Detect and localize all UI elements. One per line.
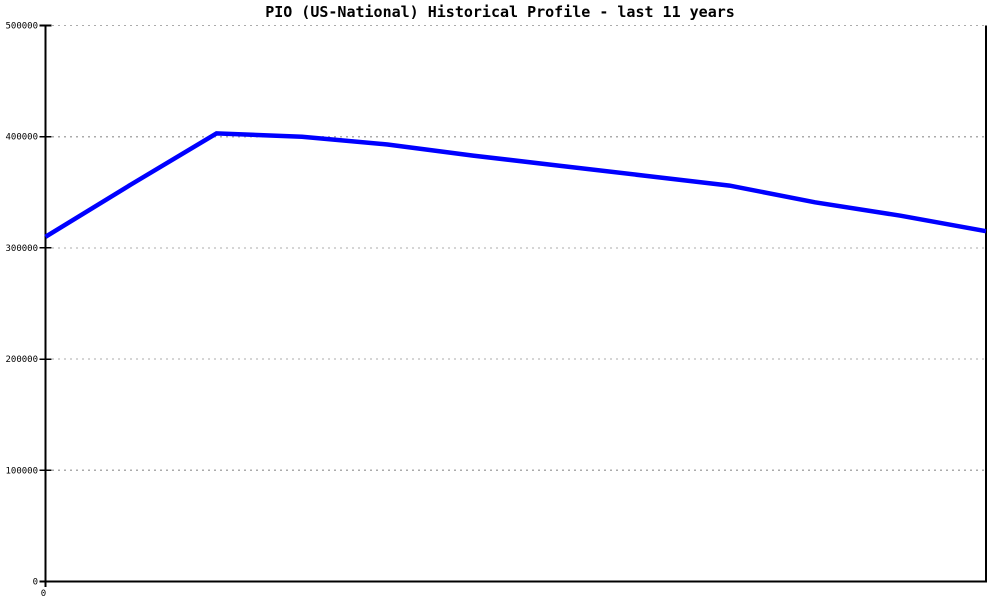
data-series-line xyxy=(44,131,987,239)
x-axis-tick-label: 0 xyxy=(41,589,46,599)
chart-title: PIO (US-National) Historical Profile - l… xyxy=(265,3,735,21)
y-axis-tick-label: 200000 xyxy=(5,355,38,365)
y-axis-tick-label: 500000 xyxy=(5,22,38,32)
y-axis-tick-label: 300000 xyxy=(5,244,38,254)
y-axis-tick-label: 400000 xyxy=(5,133,38,143)
y-axis-tick-label: 100000 xyxy=(5,466,38,476)
y-axis-tick-label: 0 xyxy=(33,578,38,588)
